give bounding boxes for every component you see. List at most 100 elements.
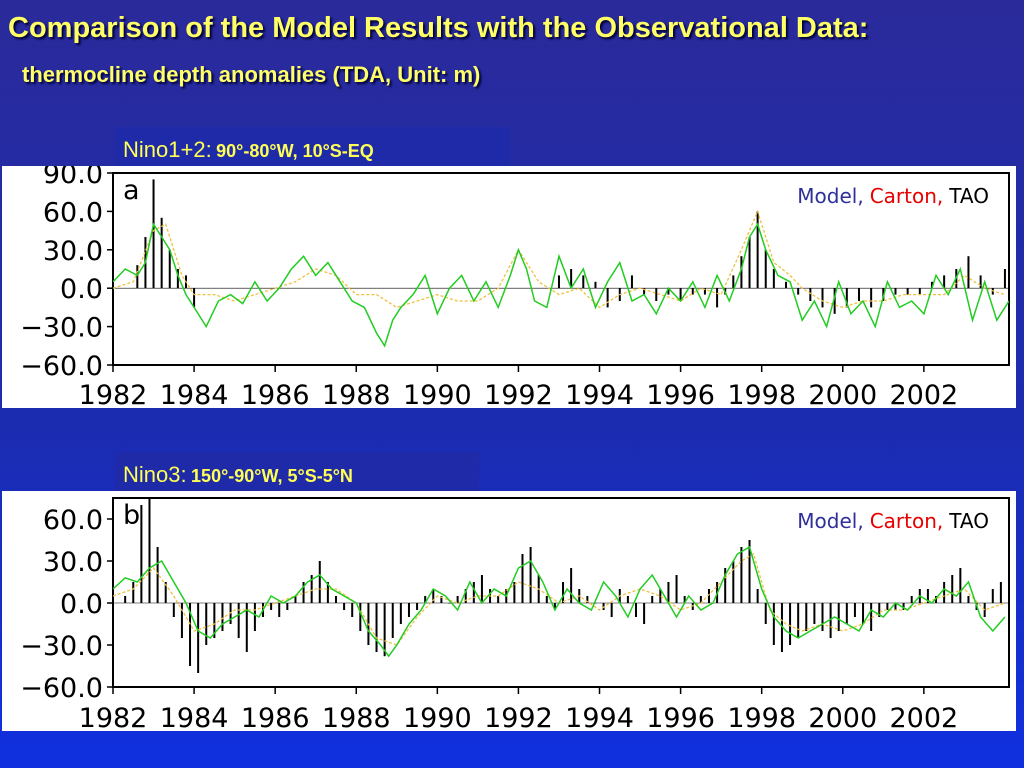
y-tick-label: 90.0: [43, 166, 103, 190]
tao-bar: [626, 596, 629, 603]
tao-bar: [655, 288, 658, 301]
tao-bar: [253, 603, 256, 631]
x-tick-label: 1996: [646, 380, 715, 408]
x-tick-label: 1982: [79, 703, 148, 731]
data-layer: [113, 179, 1009, 348]
data-layer: [113, 498, 1006, 673]
tao-bar: [979, 275, 982, 289]
chart-panel-a: 90.0 60.0 30.0 0.0 −30.0 −60.0 1982 1984 1986 198…: [2, 159, 1016, 411]
tao-bar: [197, 603, 200, 673]
x-tick-label: 1998: [727, 380, 796, 408]
tao-bar: [845, 288, 848, 308]
tao-bar: [943, 275, 946, 289]
tao-bar: [302, 582, 305, 603]
tao-bar: [278, 603, 281, 617]
tao-bar: [440, 596, 443, 603]
model-line: [113, 545, 1006, 658]
tao-bar: [837, 603, 840, 631]
tao-bar: [432, 589, 435, 603]
tao-bar: [237, 603, 240, 638]
tao-bar: [156, 547, 159, 603]
tao-bar: [160, 217, 163, 289]
tao-bar: [326, 582, 329, 603]
tao-bar: [586, 596, 589, 603]
tao-bar: [699, 596, 702, 603]
panel-letter: b: [123, 500, 140, 531]
tao-bar: [570, 568, 573, 603]
tao-bar: [675, 575, 678, 603]
tao-bar: [772, 269, 775, 289]
x-tick-label: 1986: [241, 380, 310, 408]
x-tick-label: 1996: [646, 703, 715, 731]
tao-bar: [521, 554, 524, 603]
plot-frame: [112, 497, 1010, 688]
x-tick-label: 2000: [808, 380, 877, 408]
y-tick-label: 60.0: [43, 505, 103, 536]
tao-bar: [180, 603, 183, 638]
tao-bar: [740, 256, 743, 289]
region-coords: 150°-90°W, 5°S-5°N: [191, 466, 353, 486]
tao-bar: [286, 603, 289, 610]
region-label-b: Nino3: 150°-90°W, 5°S-5°N: [115, 452, 479, 496]
x-tick-label: 1992: [484, 703, 553, 731]
tao-bar: [472, 582, 475, 603]
tao-bar: [456, 596, 459, 603]
tao-bar: [959, 568, 962, 603]
x-tick-label: 1994: [565, 703, 634, 731]
tao-bar: [513, 582, 516, 603]
x-tick-label: 2002: [890, 703, 959, 731]
tao-bar: [172, 603, 175, 617]
tao-bar: [606, 288, 609, 308]
tao-bar: [667, 288, 670, 295]
tao-bar: [424, 596, 427, 603]
tao-bar: [821, 603, 824, 631]
x-tick-label: 1990: [403, 703, 472, 731]
tao-bar: [991, 589, 994, 603]
tao-bar: [416, 603, 419, 610]
carton-line: [113, 209, 1006, 309]
tao-bar: [967, 256, 970, 289]
tao-bar: [724, 568, 727, 603]
tao-bar: [772, 603, 775, 645]
panel-letter: a: [123, 175, 140, 206]
tao-bar: [845, 603, 848, 624]
x-tick-label: 1988: [322, 380, 391, 408]
tao-bar: [164, 582, 167, 603]
tao-bar: [935, 596, 938, 603]
tao-bar: [334, 596, 337, 603]
tao-bar: [857, 288, 860, 301]
tao-bar: [878, 603, 881, 617]
tao-bar: [943, 582, 946, 603]
tao-bar: [707, 589, 710, 603]
tao-bar: [562, 582, 565, 603]
model-line: [113, 222, 1009, 348]
tao-bar: [789, 603, 792, 645]
tao-bar: [391, 603, 394, 638]
legend: Model, Carton, TAO: [797, 509, 989, 533]
tao-bar: [630, 275, 633, 289]
tao-bar: [221, 603, 224, 631]
tao-bar: [910, 596, 913, 603]
tao-bar: [570, 269, 573, 289]
tao-bar: [176, 269, 179, 289]
y-tick-label: −60.0: [20, 351, 103, 382]
tao-bar: [740, 547, 743, 603]
tao-bar: [809, 288, 812, 301]
tao-bar: [310, 575, 313, 603]
x-tick-label: 2000: [808, 703, 877, 731]
tao-bar: [643, 288, 646, 295]
y-tick-label: 0.0: [60, 589, 103, 620]
x-tick-label: 1992: [484, 380, 553, 408]
tao-bar: [168, 249, 171, 289]
tao-bar: [805, 603, 808, 631]
legend-entry: TAO: [948, 184, 989, 208]
region-label-a: Nino1+2: 90°-80°W, 10°S-EQ: [115, 127, 510, 171]
legend: Model, Carton, TAO: [797, 184, 989, 208]
tao-bar: [132, 582, 135, 603]
tao-bar: [797, 603, 800, 638]
tao-bar: [748, 237, 751, 289]
tao-bar: [1003, 269, 1006, 289]
tao-bar: [594, 603, 597, 604]
